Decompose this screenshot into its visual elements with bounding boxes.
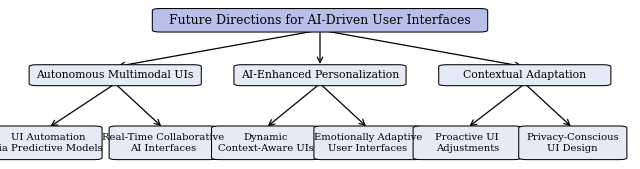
Text: Emotionally Adaptive
User Interfaces: Emotionally Adaptive User Interfaces — [314, 133, 422, 152]
FancyBboxPatch shape — [211, 126, 319, 160]
FancyBboxPatch shape — [439, 65, 611, 86]
Text: Autonomous Multimodal UIs: Autonomous Multimodal UIs — [36, 70, 194, 80]
FancyBboxPatch shape — [109, 126, 217, 160]
Text: Dynamic
Context-Aware UIs: Dynamic Context-Aware UIs — [218, 133, 314, 152]
FancyBboxPatch shape — [0, 126, 102, 160]
Text: Privacy-Conscious
UI Design: Privacy-Conscious UI Design — [527, 133, 619, 152]
FancyBboxPatch shape — [29, 65, 201, 86]
Text: AI-Enhanced Personalization: AI-Enhanced Personalization — [241, 70, 399, 80]
Text: Contextual Adaptation: Contextual Adaptation — [463, 70, 586, 80]
FancyBboxPatch shape — [234, 65, 406, 86]
FancyBboxPatch shape — [314, 126, 422, 160]
FancyBboxPatch shape — [413, 126, 521, 160]
Text: Real-Time Collaborative
AI Interfaces: Real-Time Collaborative AI Interfaces — [102, 133, 225, 152]
Text: Future Directions for AI-Driven User Interfaces: Future Directions for AI-Driven User Int… — [169, 14, 471, 27]
FancyBboxPatch shape — [519, 126, 627, 160]
Text: Proactive UI
Adjustments: Proactive UI Adjustments — [435, 133, 499, 152]
Text: UI Automation
via Predictive Models: UI Automation via Predictive Models — [0, 133, 103, 152]
FancyBboxPatch shape — [152, 9, 488, 32]
